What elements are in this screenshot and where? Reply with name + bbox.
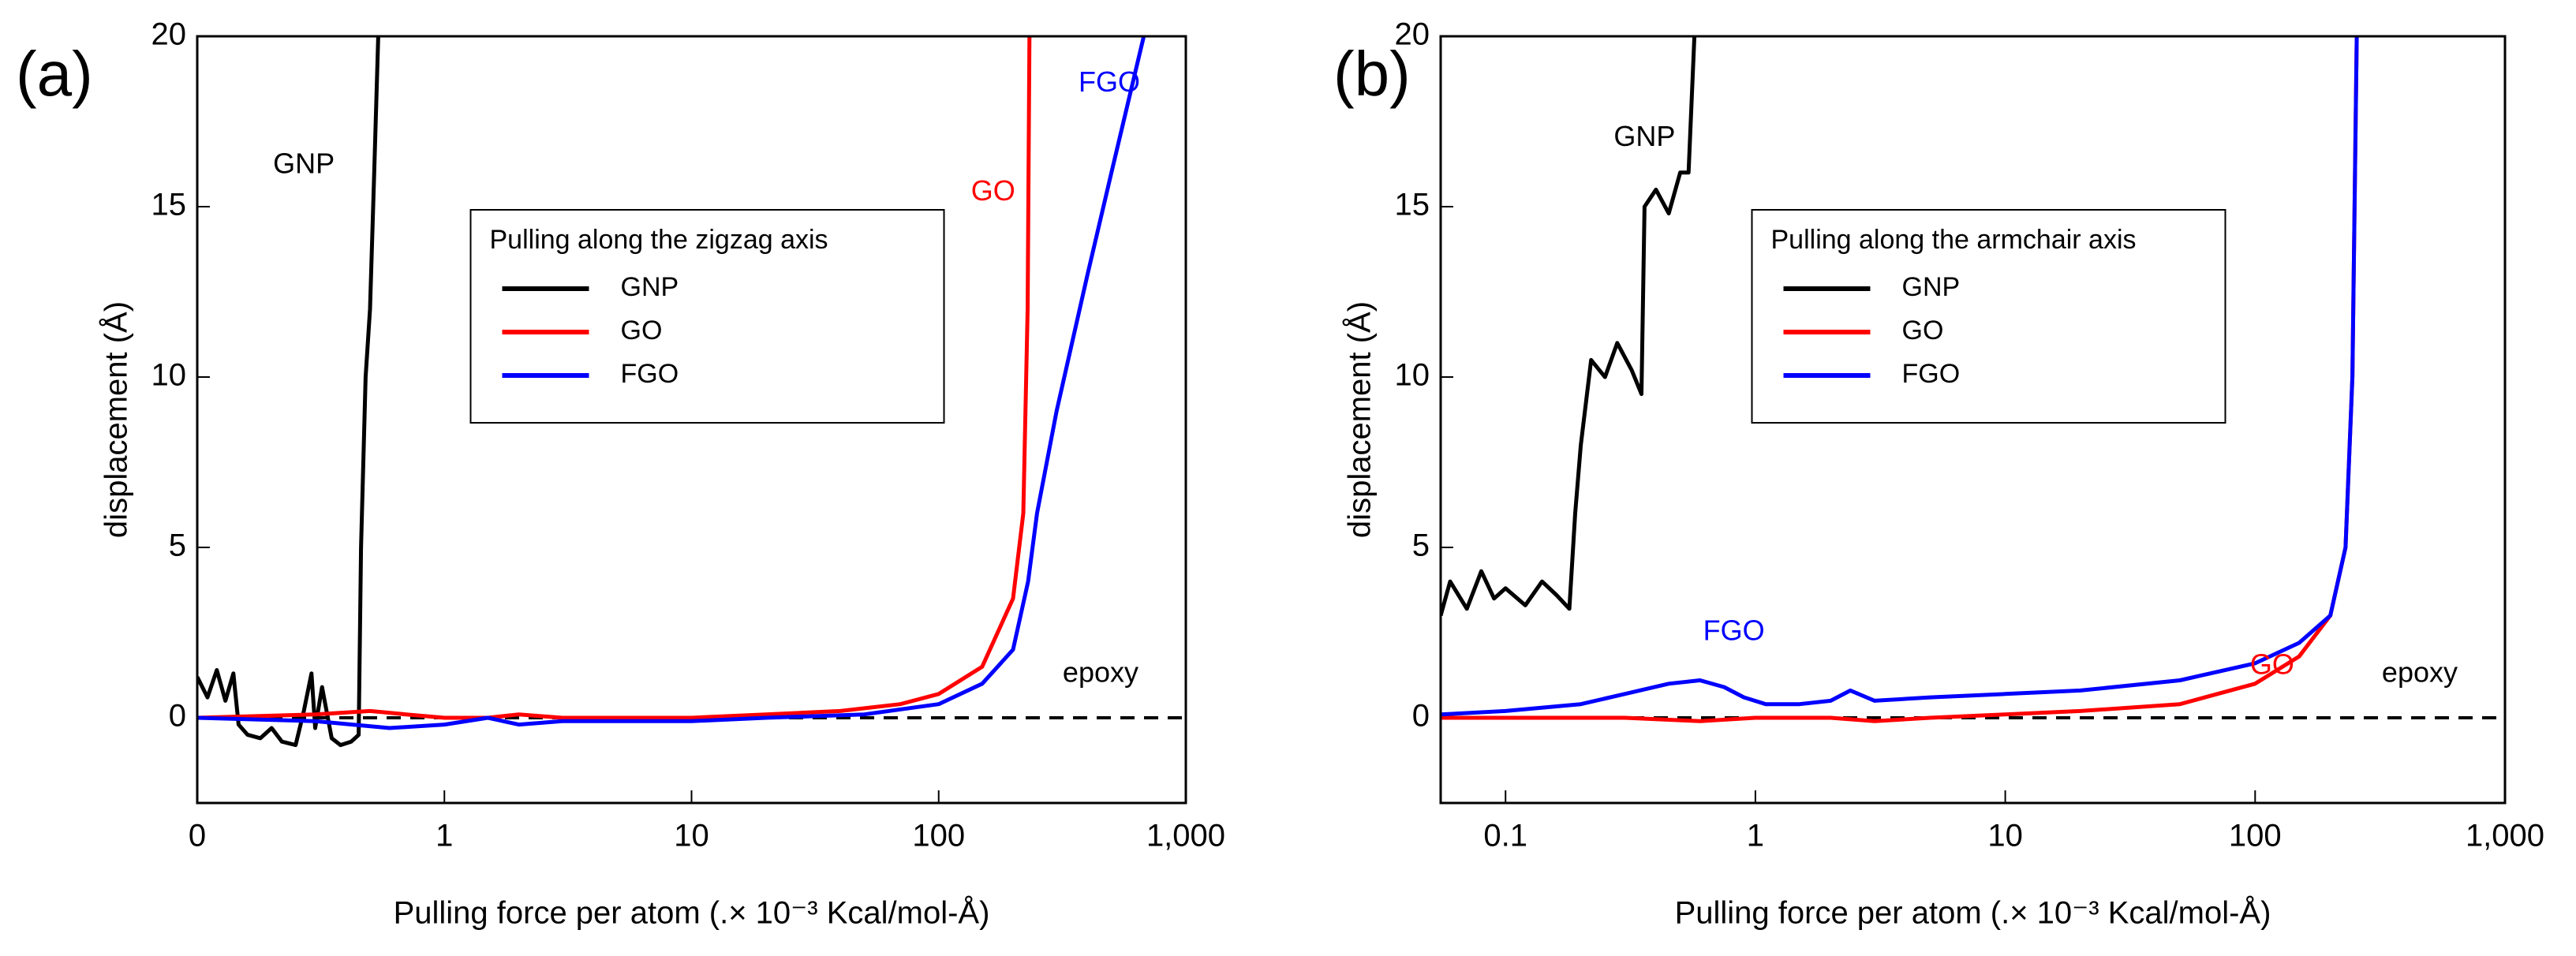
plot-frame bbox=[196, 35, 1187, 805]
x-tick-label: 100 bbox=[2229, 819, 2282, 853]
data-line bbox=[197, 36, 380, 748]
annotation: GO bbox=[2250, 648, 2294, 681]
y-tick-label: 0 bbox=[1412, 699, 1430, 734]
y-tick-label: 10 bbox=[151, 358, 187, 393]
reference-label: epoxy bbox=[2382, 656, 2458, 689]
y-axis-title: displacement (Å) bbox=[99, 301, 134, 538]
legend-title: Pulling along the zigzag axis bbox=[490, 225, 828, 255]
legend-box bbox=[469, 209, 945, 424]
y-tick-label: 5 bbox=[1412, 528, 1430, 563]
x-tick-label: 10 bbox=[674, 819, 709, 853]
data-line bbox=[1441, 36, 1697, 617]
y-tick-label: 5 bbox=[169, 528, 186, 563]
plot-frame bbox=[1439, 35, 2507, 805]
x-tick-label: 0.1 bbox=[1483, 819, 1527, 853]
reference-label: epoxy bbox=[1063, 656, 1138, 689]
annotation: FGO bbox=[1703, 614, 1765, 647]
data-line bbox=[197, 36, 1032, 720]
legend-label: FGO bbox=[1902, 359, 1961, 389]
annotation: FGO bbox=[1079, 65, 1140, 98]
x-tick-label: 1 bbox=[1747, 819, 1764, 853]
x-tick-label: 10 bbox=[1987, 819, 2023, 853]
legend-label: GO bbox=[1902, 316, 1944, 345]
annotation: GO bbox=[971, 174, 1015, 207]
y-tick-label: 20 bbox=[151, 17, 187, 52]
x-axis-title: Pulling force per atom (.× 10⁻³ Kcal/mol… bbox=[394, 895, 990, 931]
y-tick-label: 0 bbox=[169, 699, 186, 734]
y-axis-title: displacement (Å) bbox=[1342, 301, 1378, 538]
y-tick-label: 15 bbox=[1395, 188, 1430, 222]
x-tick-label: 1,000 bbox=[2466, 819, 2544, 853]
legend-title: Pulling along the armchair axis bbox=[1771, 225, 2137, 255]
legend-label: GO bbox=[621, 316, 663, 345]
legend-label: FGO bbox=[621, 359, 679, 389]
x-tick-label: 0 bbox=[189, 819, 206, 853]
panel-label: (a) bbox=[16, 39, 93, 109]
y-tick-label: 15 bbox=[151, 188, 187, 222]
annotation: GNP bbox=[1613, 120, 1675, 152]
y-tick-label: 10 bbox=[1395, 358, 1430, 393]
x-tick-label: 100 bbox=[912, 819, 965, 853]
annotation: GNP bbox=[273, 148, 335, 180]
x-tick-label: 1,000 bbox=[1146, 819, 1225, 853]
legend-label: GNP bbox=[621, 272, 679, 302]
data-line bbox=[1441, 36, 2359, 717]
legend-box bbox=[1751, 209, 2226, 424]
x-tick-label: 1 bbox=[436, 819, 453, 853]
panel-label: (b) bbox=[1333, 39, 1411, 109]
x-axis-title: Pulling force per atom (.× 10⁻³ Kcal/mol… bbox=[1675, 895, 2271, 931]
data-line bbox=[197, 36, 1146, 730]
legend-label: GNP bbox=[1902, 272, 1961, 302]
y-tick-label: 20 bbox=[1395, 17, 1430, 52]
